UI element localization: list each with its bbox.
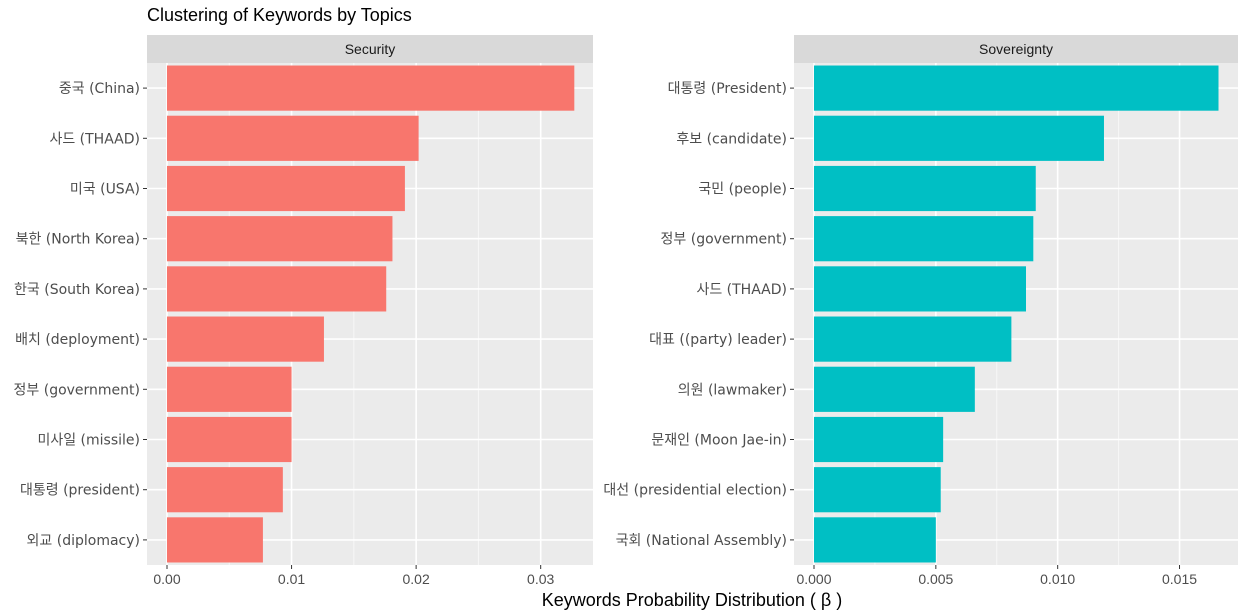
category-label-sovereignty: 대표 ((party) leader): [649, 332, 787, 348]
bar-security: [167, 517, 263, 563]
category-label-sovereignty: 국민 (people): [698, 182, 787, 198]
bar-security: [167, 467, 283, 513]
bar-sovereignty: [814, 316, 1012, 362]
x-tick-label-sovereignty: 0.000: [796, 571, 831, 587]
category-label-sovereignty: 사드 (THAAD): [696, 282, 787, 298]
bar-sovereignty: [814, 115, 1104, 161]
bar-sovereignty: [814, 467, 941, 513]
x-tick-label-security: 0.02: [402, 571, 429, 587]
x-axis-label: Keywords Probability Distribution ( β ): [542, 590, 842, 610]
category-label-security: 북한 (North Korea): [16, 232, 140, 248]
panel-security: Security 중국 (China) 사드 (THAAD) 미국 (USA) 북한 …: [14, 35, 593, 587]
x-tick-label-sovereignty: 0.015: [1162, 571, 1197, 587]
bar-security: [167, 416, 292, 463]
panel-security-marks: 중국 (China) 사드 (THAAD) 미국 (USA) 북한 (North Ko…: [14, 63, 593, 587]
category-label-security: 대통령 (president): [20, 483, 140, 499]
bar-security: [167, 316, 324, 362]
bar-sovereignty: [814, 517, 936, 563]
x-tick-label-sovereignty: 0.005: [918, 571, 953, 587]
strip-security: [147, 35, 593, 63]
bar-security: [167, 366, 292, 412]
category-label-sovereignty: 의원 (lawmaker): [678, 382, 787, 398]
category-label-security: 미사일 (missile): [37, 433, 140, 449]
x-tick-label-security: 0.01: [278, 571, 305, 587]
category-label-sovereignty: 정부 (government): [661, 232, 787, 248]
bar-sovereignty: [814, 165, 1036, 212]
bar-sovereignty: [814, 266, 1026, 312]
x-tick-label-security: 0.00: [153, 571, 180, 587]
bar-security: [167, 165, 405, 212]
panel-sovereignty: Sovereignty 대통령 (President) 후보 (candidate…: [603, 35, 1238, 587]
bar-security: [167, 115, 419, 161]
category-label-sovereignty: 문재인 (Moon Jae-in): [651, 433, 787, 449]
category-label-sovereignty: 후보 (candidate): [676, 131, 787, 147]
category-label-security: 중국 (China): [59, 81, 140, 97]
category-label-security: 외교 (diplomacy): [27, 533, 140, 549]
strip-sovereignty: [794, 35, 1238, 63]
bar-security: [167, 65, 575, 111]
category-label-security: 미국 (USA): [70, 182, 140, 198]
category-label-sovereignty: 국회 (National Assembly): [616, 533, 787, 549]
category-label-security: 사드 (THAAD): [49, 131, 140, 147]
category-label-security: 배치 (deployment): [15, 332, 140, 348]
x-tick-label-sovereignty: 0.010: [1040, 571, 1075, 587]
bar-sovereignty: [814, 366, 975, 412]
bar-sovereignty: [814, 65, 1219, 111]
bar-security: [167, 216, 393, 262]
x-tick-label-security: 0.03: [527, 571, 554, 587]
category-label-security: 정부 (government): [14, 382, 140, 398]
category-label-sovereignty: 대통령 (President): [668, 81, 787, 97]
bar-security: [167, 266, 387, 312]
bar-sovereignty: [814, 416, 944, 463]
strip-label-sovereignty: Sovereignty: [979, 41, 1053, 57]
category-label-sovereignty: 대선 (presidential election): [603, 483, 787, 499]
bar-sovereignty: [814, 216, 1034, 262]
chart-title: Clustering of Keywords by Topics: [147, 5, 412, 25]
category-label-security: 한국 (South Korea): [14, 282, 140, 298]
strip-label-security: Security: [345, 41, 396, 57]
panel-sovereignty-marks: 대통령 (President) 후보 (candidate) 국민 (people)…: [603, 63, 1238, 587]
